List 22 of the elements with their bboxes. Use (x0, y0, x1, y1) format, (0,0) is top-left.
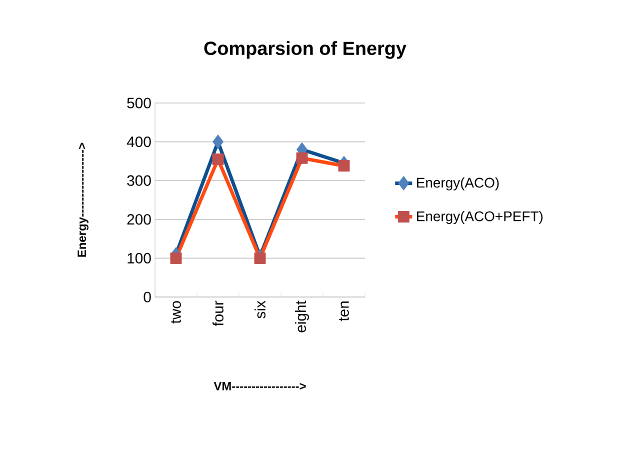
point (212, 154, 224, 166)
point (212, 134, 224, 150)
y-tick-label: 500 (127, 98, 151, 108)
legend-label: Energy(ACO) (417, 177, 499, 190)
x-tick-label: two (171, 301, 181, 324)
x-tick-label: six (254, 300, 266, 318)
y-tick-label: 100 (128, 252, 151, 264)
x-axis-title: VM-----------------> (214, 382, 306, 390)
x-tick-label: ten (339, 301, 349, 322)
point (170, 252, 182, 264)
y-tick-label: 0 (144, 292, 151, 302)
point (254, 252, 266, 264)
y-tick-label: 200 (127, 214, 151, 225)
legend-label: Energy(ACO+PEFT) (417, 210, 543, 224)
point (296, 152, 308, 164)
x-tick-label: eight (295, 300, 309, 332)
y-tick-label: 400 (126, 136, 151, 148)
y-axis-title: Energy-----------------> (78, 142, 88, 257)
point (338, 160, 350, 172)
y-tick-label: 300 (127, 175, 151, 186)
x-tick-label: four (212, 300, 224, 326)
chart-title: Comparsion of Energy (204, 41, 406, 59)
